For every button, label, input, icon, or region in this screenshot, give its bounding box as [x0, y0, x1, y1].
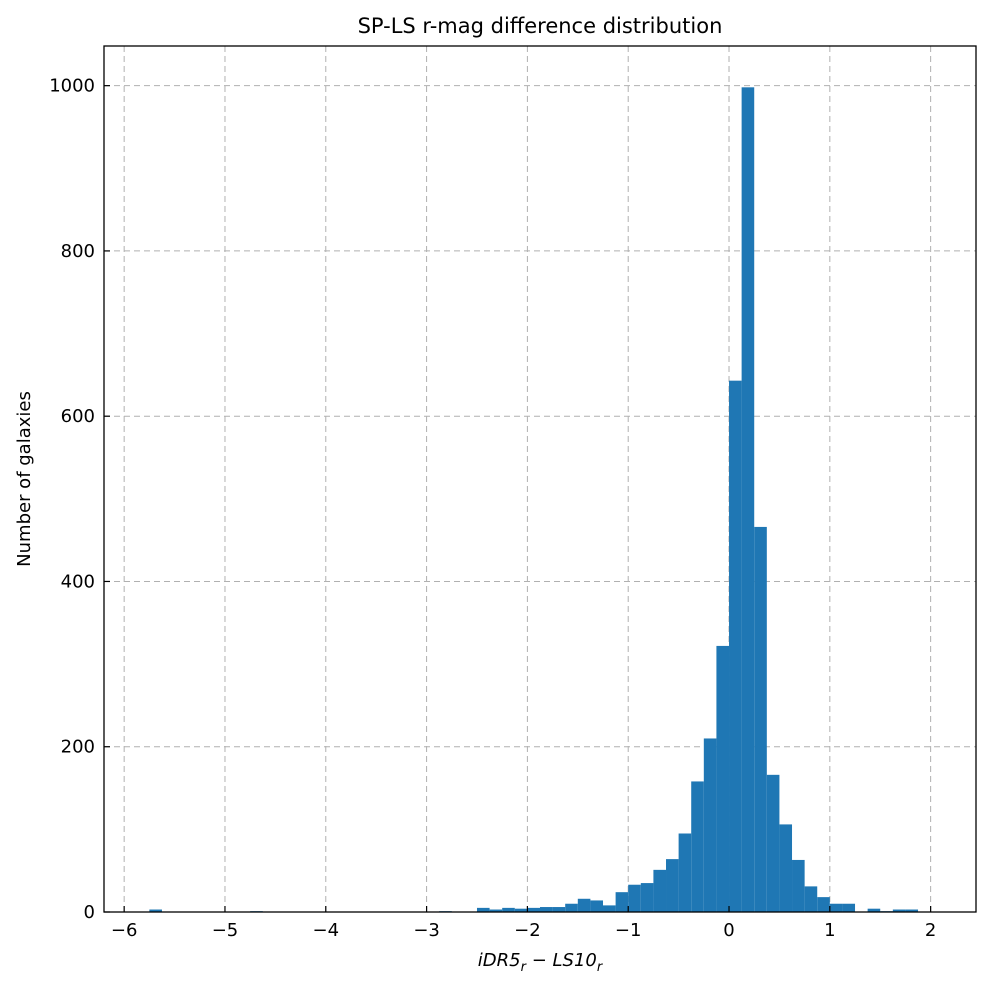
x-tick-label: −2	[514, 920, 541, 941]
x-tick-label: 1	[824, 920, 835, 941]
y-tick-label: 800	[61, 241, 95, 262]
histogram-bar	[842, 903, 856, 912]
x-tick-label: −6	[111, 920, 138, 941]
x-tick-label: −1	[615, 920, 642, 941]
y-tick-label: 600	[61, 406, 95, 427]
histogram-bar	[905, 909, 919, 912]
histogram-bar	[703, 738, 717, 912]
histogram-bar	[754, 526, 767, 912]
histogram-bar	[804, 886, 818, 912]
x-axis-label-a-sub: r	[521, 960, 528, 975]
histogram-bar	[628, 884, 641, 912]
x-axis-label-b: LS10	[553, 950, 597, 971]
histogram-bar	[577, 898, 591, 912]
histogram-bar	[502, 907, 515, 912]
histogram-bar	[653, 869, 667, 912]
histogram-bar	[540, 907, 553, 912]
histogram-bar	[590, 900, 604, 912]
y-axis-ticks: 0 200 400 600 800 1000	[49, 76, 110, 923]
histogram-bar	[640, 883, 654, 912]
x-axis-label-b-sub: r	[597, 960, 604, 975]
x-tick-label: −5	[212, 920, 239, 941]
histogram-bar	[666, 859, 679, 912]
y-axis-label: Number of galaxies	[14, 391, 35, 567]
histogram-bar	[817, 897, 830, 912]
x-axis-ticks: −6 −5 −4 −3 −2 −1 0 1 2	[111, 906, 936, 941]
histogram-bar	[741, 87, 755, 913]
histogram-bar	[603, 905, 616, 912]
x-axis-label-op: −	[526, 950, 553, 971]
x-tick-label: 0	[723, 920, 734, 941]
histogram-bar	[615, 892, 629, 912]
grid-lines	[104, 46, 976, 913]
histogram-bar	[678, 833, 692, 912]
histogram-bar	[729, 380, 742, 912]
histogram-bar	[476, 907, 490, 912]
histogram-bar	[829, 903, 843, 912]
y-tick-label: 200	[61, 737, 95, 758]
histogram-bar	[489, 909, 503, 912]
histogram-bar	[691, 781, 704, 912]
histogram-bar	[779, 824, 793, 912]
x-axis-label: iDR5r − LS10r	[478, 950, 604, 975]
x-tick-label: 2	[925, 920, 936, 941]
histogram-bar	[892, 909, 906, 912]
histogram-bar	[552, 907, 566, 912]
y-tick-label: 1000	[49, 76, 95, 97]
histogram-bar	[792, 859, 805, 912]
y-tick-label: 400	[61, 571, 95, 592]
histogram-bar	[149, 909, 162, 912]
x-tick-label: −4	[313, 920, 340, 941]
histogram-bar	[514, 908, 528, 912]
x-tick-label: −3	[413, 920, 440, 941]
histogram-bars	[149, 87, 919, 913]
histogram-bar	[527, 907, 540, 912]
histogram-bar	[867, 908, 881, 912]
histogram-bar	[766, 774, 780, 912]
y-tick-label: 0	[84, 902, 95, 923]
chart-title: SP-LS r-mag difference distribution	[358, 14, 723, 38]
x-axis-label-a: iDR5	[478, 950, 521, 971]
histogram-bar	[716, 645, 730, 912]
histogram-bar	[565, 903, 578, 912]
plot-frame	[103, 45, 977, 913]
